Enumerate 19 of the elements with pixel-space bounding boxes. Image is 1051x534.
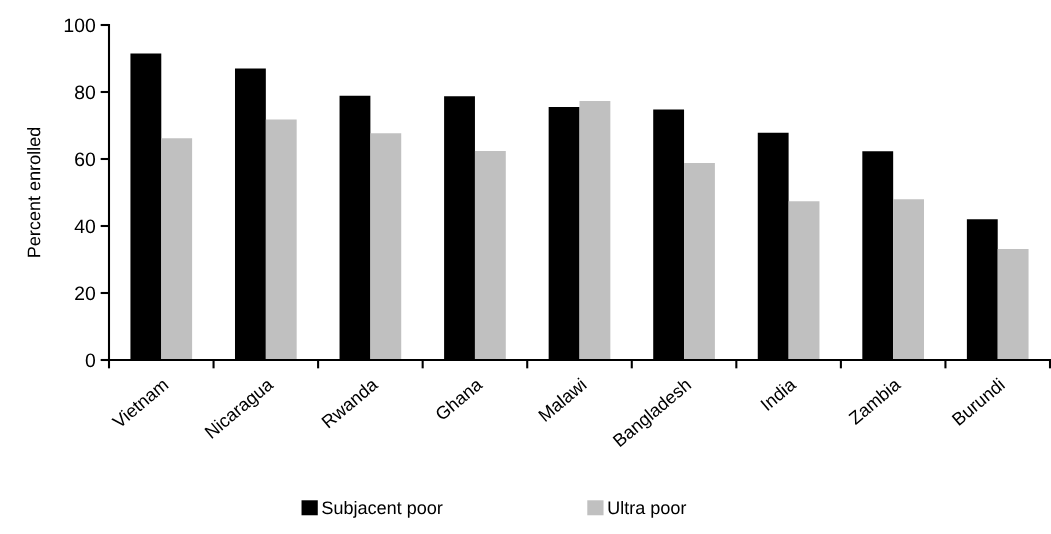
bar (997, 249, 1029, 360)
bar (893, 199, 925, 360)
y-tick-label: 20 (75, 286, 96, 301)
legend-label: Subjacent poor (322, 500, 443, 518)
bar (788, 201, 820, 360)
bar (161, 138, 193, 360)
y-tick-label: 100 (64, 18, 96, 33)
bar (370, 133, 402, 360)
y-tick-label: 60 (75, 152, 96, 167)
bar (474, 150, 506, 360)
bar (684, 163, 715, 360)
y-tick-label: 40 (74, 219, 96, 234)
y-tick-label: 80 (75, 85, 96, 100)
legend-label: Ultra poor (608, 500, 687, 518)
bar (579, 101, 611, 360)
x-tick-label: India (759, 376, 798, 411)
y-tick-label: 0 (85, 353, 96, 368)
bar (265, 119, 297, 360)
y-axis-title: Percent enrolled (27, 127, 41, 257)
